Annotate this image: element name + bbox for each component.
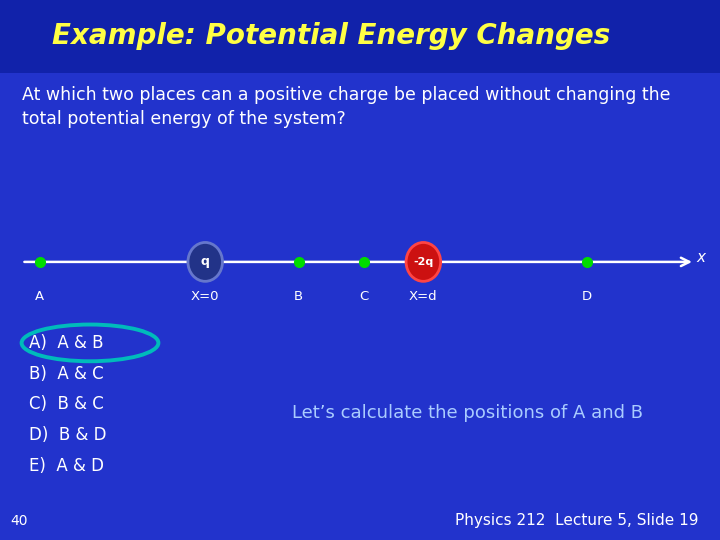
Text: D: D xyxy=(582,290,592,303)
Text: E)  A & D: E) A & D xyxy=(29,457,104,475)
Ellipse shape xyxy=(188,242,222,281)
Text: D)  B & D: D) B & D xyxy=(29,426,107,444)
Text: Example: Potential Energy Changes: Example: Potential Energy Changes xyxy=(52,22,611,50)
Text: X=0: X=0 xyxy=(191,290,220,303)
FancyBboxPatch shape xyxy=(0,0,720,73)
Text: -2q: -2q xyxy=(413,257,433,267)
Text: Let’s calculate the positions of A and B: Let’s calculate the positions of A and B xyxy=(292,404,644,422)
Text: At which two places can a positive charge be placed without changing the
total p: At which two places can a positive charg… xyxy=(22,86,670,128)
Ellipse shape xyxy=(406,242,441,281)
Text: x: x xyxy=(696,250,706,265)
Text: 40: 40 xyxy=(11,514,28,528)
Text: C: C xyxy=(359,290,368,303)
Text: B)  A & C: B) A & C xyxy=(29,364,104,383)
Text: Physics 212  Lecture 5, Slide 19: Physics 212 Lecture 5, Slide 19 xyxy=(455,513,698,528)
Text: B: B xyxy=(294,290,303,303)
Text: A: A xyxy=(35,290,44,303)
Text: X=d: X=d xyxy=(409,290,438,303)
Text: C)  B & C: C) B & C xyxy=(29,395,104,414)
Text: q: q xyxy=(201,255,210,268)
Text: A)  A & B: A) A & B xyxy=(29,334,103,352)
